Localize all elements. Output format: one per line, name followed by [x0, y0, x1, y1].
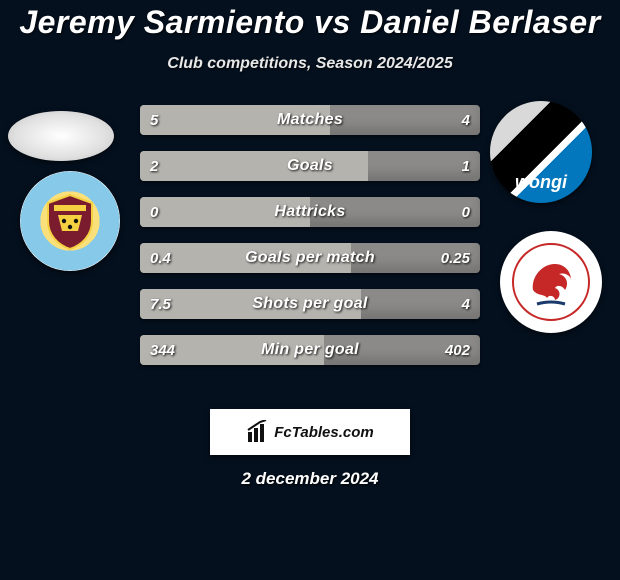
subtitle: Club competitions, Season 2024/2025: [0, 55, 620, 73]
stat-row: 21Goals: [140, 151, 480, 181]
stat-label: Min per goal: [140, 335, 480, 365]
comparison-panel: wongi 54Matches 21Goals 00Hattricks 0.40.25…: [0, 101, 620, 401]
stat-label: Goals per match: [140, 243, 480, 273]
stat-row: 54Matches: [140, 105, 480, 135]
shield-icon: [40, 191, 100, 251]
player1-photo: [8, 111, 114, 161]
stat-label: Hattricks: [140, 197, 480, 227]
stat-row: 00Hattricks: [140, 197, 480, 227]
player2-photo: wongi: [490, 101, 592, 203]
stat-label: Matches: [140, 105, 480, 135]
stat-label: Goals: [140, 151, 480, 181]
stat-row: 0.40.25Goals per match: [140, 243, 480, 273]
player1-club-crest: [20, 171, 120, 271]
brand-badge[interactable]: FcTables.com: [210, 409, 410, 455]
player1-name: Jeremy Sarmiento: [19, 4, 304, 40]
footer-date: 2 december 2024: [0, 469, 620, 489]
vs-label: vs: [314, 4, 351, 40]
page-title: Jeremy Sarmiento vs Daniel Berlaser: [0, 4, 620, 41]
player2-overlay-text: wongi: [515, 172, 567, 193]
player2-club-crest: [500, 231, 602, 333]
stat-row: 7.54Shots per goal: [140, 289, 480, 319]
brand-text: FcTables.com: [274, 424, 373, 441]
player2-name: Daniel Berlaser: [360, 4, 601, 40]
lion-crest-icon: [511, 242, 591, 322]
stat-row: 344402Min per goal: [140, 335, 480, 365]
stat-label: Shots per goal: [140, 289, 480, 319]
chart-icon: [246, 420, 270, 444]
stats-list: 54Matches 21Goals 00Hattricks 0.40.25Goals …: [140, 105, 480, 381]
